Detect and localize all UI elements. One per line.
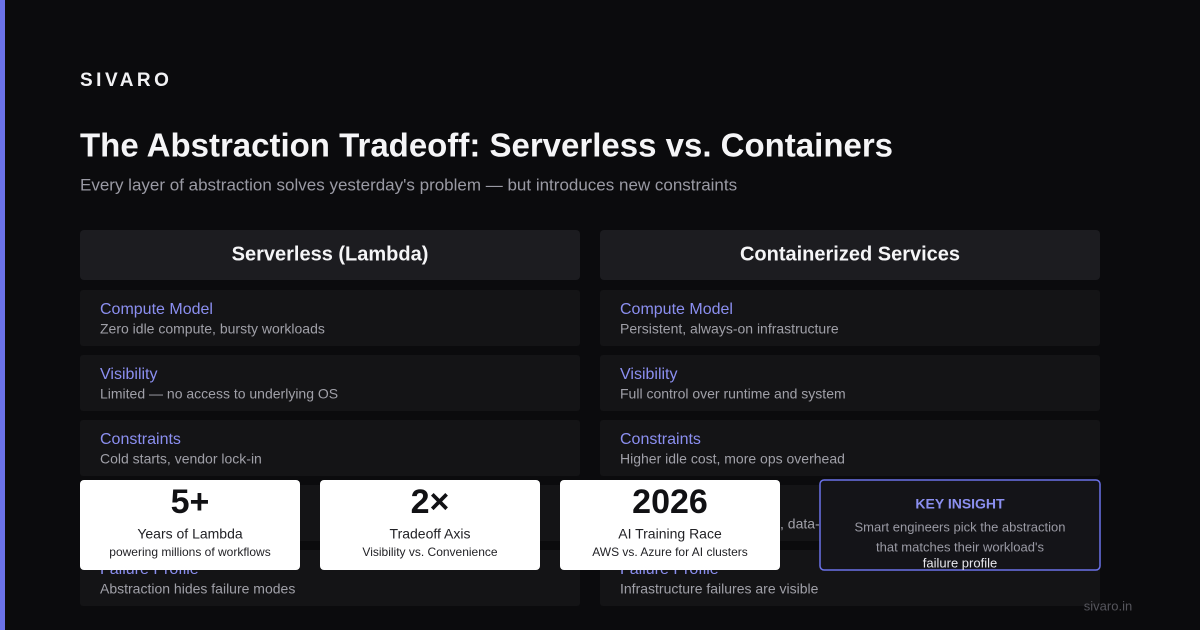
insight-card	[819, 479, 1101, 571]
row-label: Visibility	[620, 366, 678, 383]
stat-label: Tradeoff Axis	[390, 526, 471, 542]
row-box	[600, 355, 1100, 411]
row-label: Constraints	[100, 431, 181, 448]
row-text: Zero idle compute, bursty workloads	[100, 321, 325, 337]
stat-value: 2026	[632, 483, 708, 521]
row-text: Persistent, always-on infrastructure	[620, 321, 839, 337]
insight-line: Smart engineers pick the abstraction	[855, 519, 1066, 534]
insight-heading: KEY INSIGHT	[915, 496, 1005, 512]
stat-card	[80, 480, 300, 570]
row-box	[600, 290, 1100, 346]
row-box	[600, 420, 1100, 476]
stat-card	[560, 480, 780, 570]
stat-label: AI Training Race	[618, 526, 722, 542]
insight-line: that matches their workload's	[876, 539, 1044, 554]
row-label: Compute Model	[100, 301, 213, 318]
footer: sivaro.in	[1084, 598, 1132, 613]
subtitle: Every layer of abstraction solves yester…	[80, 175, 737, 194]
stat-note: AWS vs. Azure for AI clusters	[592, 545, 748, 559]
stat-note: powering millions of workflows	[109, 545, 270, 559]
row-box	[80, 355, 580, 411]
row-text: Full control over runtime and system	[620, 386, 846, 402]
comparison: Serverless (Lambda) Compute Model Zero idl…	[80, 230, 1101, 606]
column-heading: Containerized Services	[740, 243, 960, 265]
row-text: Abstraction hides failure modes	[100, 581, 295, 597]
row-text-fragment: , data-	[780, 516, 820, 532]
row-text: Limited — no access to underlying OS	[100, 386, 338, 402]
row-box	[80, 290, 580, 346]
row-label: Constraints	[620, 431, 701, 448]
stat-note: Visibility vs. Convenience	[362, 545, 498, 559]
column-heading: Serverless (Lambda)	[232, 243, 429, 265]
row-box	[80, 420, 580, 476]
title: The Abstraction Tradeoff: Serverless vs.…	[80, 127, 893, 164]
row-text: Higher idle cost, more ops overhead	[620, 451, 845, 467]
stat-label: Years of Lambda	[137, 526, 243, 542]
insight-emphasis: failure profile	[923, 555, 997, 570]
brand: SIVARO	[80, 70, 172, 91]
stat-value: 2×	[411, 483, 450, 521]
row-label: Compute Model	[620, 301, 733, 318]
column-header	[80, 230, 580, 280]
stat-value: 5+	[171, 483, 210, 521]
row-text: Cold starts, vendor lock-in	[100, 451, 262, 467]
row-text: Infrastructure failures are visible	[620, 581, 819, 597]
row-label: Visibility	[100, 366, 158, 383]
accent-bar	[0, 0, 5, 630]
stat-card	[320, 480, 540, 570]
column-header	[600, 230, 1100, 280]
